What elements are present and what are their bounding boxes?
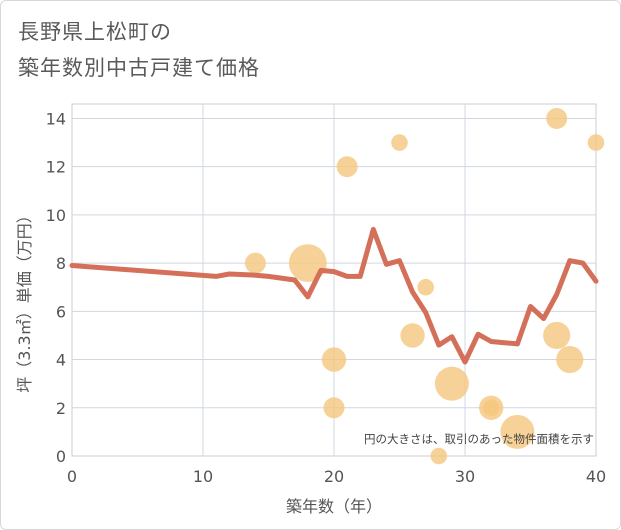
y-tick-label: 4 [56, 351, 66, 370]
bubble-point [417, 278, 435, 296]
bubble-point [587, 134, 605, 151]
bubble-point [244, 252, 266, 274]
tick-layer: 0 10 20 30 40 0 2 4 6 8 10 12 14 [46, 109, 607, 486]
y-tick-label: 2 [56, 399, 66, 418]
x-tick-label: 20 [324, 467, 344, 486]
y-tick-label: 12 [46, 158, 66, 177]
bubble-point [391, 134, 408, 151]
bubble-point [546, 107, 568, 129]
title-line-1: 長野県上松町の [18, 20, 172, 44]
bubble-point [321, 347, 347, 372]
bubble-point [430, 447, 448, 465]
line-layer [69, 226, 599, 365]
title-line-2: 築年数別中古戸建て価格 [18, 56, 260, 80]
y-tick-label: 14 [46, 109, 66, 128]
bubble-point [323, 397, 345, 419]
bubble-point [543, 321, 571, 350]
chart-title: 長野県上松町の 築年数別中古戸建て価格 [18, 14, 260, 86]
bubble-point [288, 244, 327, 283]
size-note: 円の大きさは、取引のあった物件面積を示す [364, 432, 594, 446]
bubble-point [336, 156, 358, 178]
y-tick-label: 6 [56, 302, 66, 321]
bubble-point [482, 399, 500, 417]
bubble-point [556, 345, 584, 374]
x-tick-label: 40 [586, 467, 606, 486]
bubble-point [434, 366, 469, 401]
y-tick-label: 8 [56, 254, 66, 273]
average-price-line [69, 226, 599, 365]
y-axis-label: 坪（3.3㎡）単価（万円） [15, 207, 34, 392]
x-tick-label: 10 [193, 467, 213, 486]
bubble-layer [244, 107, 605, 465]
y-tick-label: 0 [56, 447, 66, 466]
bubble-point [500, 414, 535, 449]
y-tick-label: 10 [46, 206, 66, 225]
x-axis-label: 築年数（年） [286, 497, 382, 516]
x-tick-label: 30 [455, 467, 475, 486]
bubble-point [400, 323, 425, 348]
x-tick-label: 0 [67, 467, 77, 486]
